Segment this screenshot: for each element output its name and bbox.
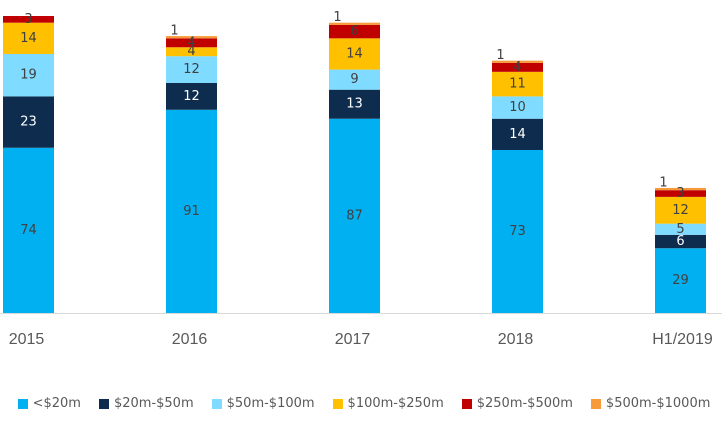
legend-label: $500m-$1000m xyxy=(605,396,711,411)
data-label: 12 xyxy=(672,203,689,218)
data-label: 3 xyxy=(24,12,32,27)
data-label: 14 xyxy=(20,31,37,46)
data-label: 4 xyxy=(513,60,521,75)
bar-segment xyxy=(329,24,380,39)
legend-label: $250m-$500m xyxy=(476,396,573,411)
legend-label: $100m-$250m xyxy=(347,396,444,411)
data-label: 4 xyxy=(187,35,195,50)
bar-segment xyxy=(492,149,543,313)
data-label: 6 xyxy=(350,24,358,39)
category-labels-group: 2015 2016 2017 2018 H1/2019 xyxy=(9,331,713,348)
data-label: 23 xyxy=(20,115,37,130)
data-label: 10 xyxy=(509,100,526,115)
bar-segment xyxy=(166,47,217,57)
x-tick-label: 2018 xyxy=(498,331,534,348)
data-label: 11 xyxy=(509,77,526,92)
bar-segment xyxy=(655,248,706,313)
x-tick-label: 2017 xyxy=(335,331,371,348)
segment-labels-group: 7423191439112124418713914617314101141296… xyxy=(20,10,689,288)
bar-segment xyxy=(3,22,54,54)
stacked-bar-chart: 7423191439112124418713914617314101141296… xyxy=(0,10,722,348)
legend-swatch xyxy=(461,398,472,409)
legend-item: <$20m xyxy=(17,396,81,411)
data-label: 4 xyxy=(187,44,195,59)
data-label: 1 xyxy=(496,48,504,63)
legend-label: $20m-$50m xyxy=(113,396,194,411)
bar-segment xyxy=(329,89,380,119)
bar-segment xyxy=(655,196,706,224)
bar-segment xyxy=(166,38,217,48)
bars-group xyxy=(3,16,706,313)
data-label: 29 xyxy=(672,273,689,288)
x-tick-label: 2015 xyxy=(9,331,45,348)
data-label: 12 xyxy=(183,89,200,104)
bar-segment xyxy=(492,118,543,150)
bar-segment xyxy=(329,38,380,70)
legend-item: $20m-$50m xyxy=(98,396,194,411)
bar-segment xyxy=(166,109,217,313)
data-label: 3 xyxy=(676,186,684,201)
legend-swatch xyxy=(332,398,343,409)
legend-swatch xyxy=(211,398,222,409)
legend-swatch xyxy=(98,398,109,409)
data-label: 9 xyxy=(350,72,358,87)
bar-segment xyxy=(492,62,543,72)
data-label: 87 xyxy=(346,208,363,223)
bar-segment xyxy=(492,60,543,63)
data-label: 14 xyxy=(509,127,526,142)
data-label: 12 xyxy=(183,62,200,77)
bar-segment xyxy=(166,56,217,83)
legend-item: $100m-$250m xyxy=(332,396,444,411)
x-tick-label: 2016 xyxy=(172,331,208,348)
data-label: 6 xyxy=(676,234,684,249)
legend-label: $50m-$100m xyxy=(226,396,315,411)
bar-segment xyxy=(166,36,217,39)
bar-segment xyxy=(655,234,706,249)
x-tick-label: H1/2019 xyxy=(652,331,713,348)
bar-segment xyxy=(329,118,380,313)
data-label: 74 xyxy=(20,223,37,238)
data-label: 1 xyxy=(333,10,341,25)
data-label: 91 xyxy=(183,204,200,219)
legend-swatch xyxy=(590,398,601,409)
bar-segment xyxy=(655,223,706,235)
bar-segment xyxy=(655,190,706,197)
bar-segment xyxy=(655,187,706,191)
bar-segment xyxy=(166,82,217,110)
legend-swatch xyxy=(17,398,28,409)
data-label: 14 xyxy=(346,46,363,61)
data-label: 19 xyxy=(20,68,37,83)
legend: <$20m $20m-$50m $50m-$100m $100m-$250m $250m… xyxy=(0,396,728,411)
data-label: 1 xyxy=(170,24,178,39)
bar-segment xyxy=(3,16,54,23)
bar-segment xyxy=(492,71,543,97)
legend-item: $50m-$100m xyxy=(211,396,315,411)
data-label: 5 xyxy=(676,222,684,237)
bar-segment xyxy=(3,147,54,313)
legend-label: <$20m xyxy=(32,396,81,411)
bar-segment xyxy=(492,96,543,119)
legend-item: $250m-$500m xyxy=(461,396,573,411)
data-label: 13 xyxy=(346,97,363,112)
bar-segment xyxy=(329,22,380,25)
bar-segment xyxy=(329,69,380,90)
bar-segment xyxy=(3,53,54,97)
data-label: 73 xyxy=(509,224,526,239)
bar-segment xyxy=(3,96,54,148)
legend-item: $500m-$1000m xyxy=(590,396,711,411)
data-label: 1 xyxy=(659,175,667,190)
